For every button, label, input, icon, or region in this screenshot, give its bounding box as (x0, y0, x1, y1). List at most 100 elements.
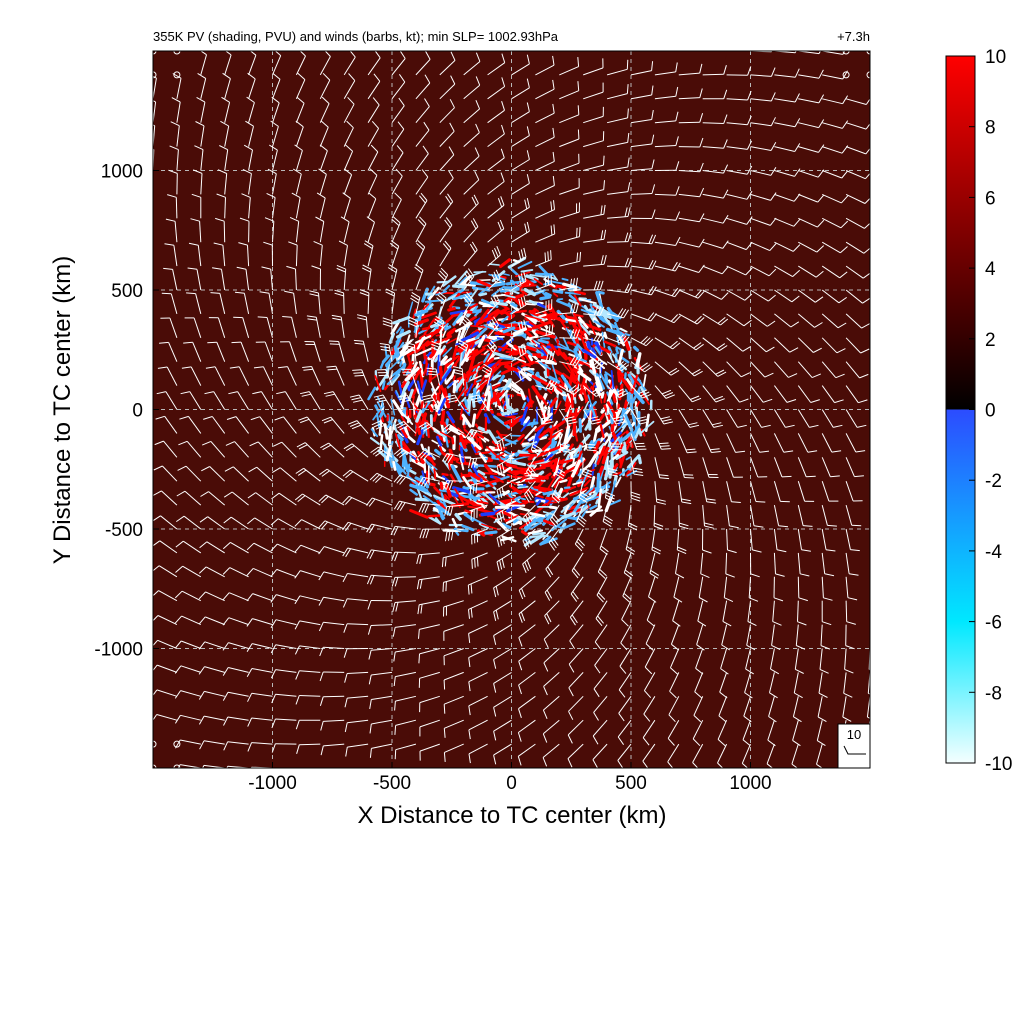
wind-barb (678, 51, 684, 52)
wind-barb (774, 93, 800, 103)
pv-streak (549, 444, 565, 452)
pv-streak (502, 326, 516, 334)
wind-barb (726, 66, 752, 76)
pv-streak (520, 437, 526, 445)
wind-barb (821, 193, 849, 204)
wind-barb (821, 481, 839, 502)
y-axis-label: Y Distance to TC center (km) (49, 256, 76, 565)
pv-streak (522, 367, 531, 371)
wind-barb (654, 337, 681, 350)
wind-barb (618, 696, 632, 722)
wind-barb (318, 621, 345, 632)
wind-barb (339, 767, 345, 768)
wind-barb (294, 144, 303, 171)
pv-streak (605, 327, 626, 337)
pv-streak (421, 311, 437, 319)
wind-barb (798, 144, 825, 153)
wind-barb (750, 141, 777, 151)
pv-streak (528, 342, 536, 346)
wind-barb (644, 648, 656, 675)
wind-barb (511, 271, 527, 291)
wind-barb (319, 96, 330, 123)
wind-barb (174, 640, 201, 649)
wind-barb (773, 433, 794, 453)
wind-barb (153, 490, 178, 506)
pv-streak (464, 509, 473, 514)
wind-barb (176, 515, 202, 530)
wind-barb (271, 718, 297, 729)
wind-barb (622, 576, 632, 603)
wind-barb (618, 672, 632, 698)
wind-barb (419, 743, 440, 761)
pv-streak (410, 387, 418, 399)
wind-barb (797, 337, 822, 353)
wind-barb (431, 340, 441, 362)
wind-barb (582, 457, 592, 479)
wind-barb (750, 217, 777, 226)
pv-streak (531, 374, 551, 387)
colorbar-tick-label: -2 (985, 471, 1002, 492)
wind-barb (719, 672, 728, 699)
wind-barb (286, 265, 297, 291)
wind-barb (558, 767, 560, 768)
pv-streak (418, 360, 425, 378)
pv-streak (463, 371, 477, 377)
wind-barb (743, 696, 752, 723)
wind-barb (295, 467, 321, 482)
pv-streak (489, 515, 497, 520)
pv-streak (584, 333, 589, 340)
wind-barb (593, 672, 608, 698)
calm-marker (153, 71, 157, 79)
wind-barb (174, 690, 201, 699)
colorbar-tick-label: 2 (985, 330, 996, 351)
wind-barb (222, 541, 249, 554)
pv-streak (435, 435, 443, 447)
wind-barb (199, 516, 225, 530)
wind-barb (168, 169, 178, 195)
wind-barb (606, 59, 629, 76)
pv-streak (385, 363, 390, 372)
wind-barb (700, 552, 710, 579)
wind-barb (255, 341, 273, 362)
wind-barb (726, 140, 753, 150)
pv-streak (463, 374, 467, 390)
wind-barb (511, 197, 530, 219)
wind-barb (306, 315, 321, 338)
wind-barb (702, 767, 703, 768)
pv-streak (507, 418, 520, 430)
wind-barb (606, 334, 630, 345)
wind-barb (726, 313, 752, 327)
wind-barb (631, 51, 634, 52)
wind-barb (212, 267, 226, 291)
pv-streak (420, 443, 425, 451)
wind-barbs (153, 51, 870, 768)
pv-streak (501, 535, 517, 543)
pv-streak (523, 472, 532, 476)
wind-barb (559, 385, 582, 396)
wind-barb (316, 192, 326, 219)
pv-streak (576, 477, 583, 484)
wind-barb (694, 672, 704, 699)
wind-barb (822, 170, 849, 179)
pv-streak (505, 463, 518, 469)
wind-barb (266, 192, 276, 219)
wind-barb (298, 416, 321, 434)
wind-barb (393, 447, 417, 458)
pv-streak (542, 489, 557, 496)
wind-barb (642, 719, 656, 746)
pv-streak (529, 534, 549, 539)
wind-barb (869, 552, 870, 556)
pv-streak (485, 365, 498, 384)
pv-streak (529, 511, 546, 518)
wind-barb (252, 391, 273, 410)
wind-barb (344, 671, 369, 683)
wind-barb (270, 669, 297, 679)
wind-barb (726, 409, 747, 428)
wind-barb (672, 600, 681, 627)
pv-streak (556, 299, 573, 308)
pv-streak (444, 435, 449, 448)
pv-streak (477, 286, 489, 296)
wind-barb (702, 189, 729, 199)
wind-barb (487, 124, 505, 148)
wind-barb (774, 217, 801, 227)
